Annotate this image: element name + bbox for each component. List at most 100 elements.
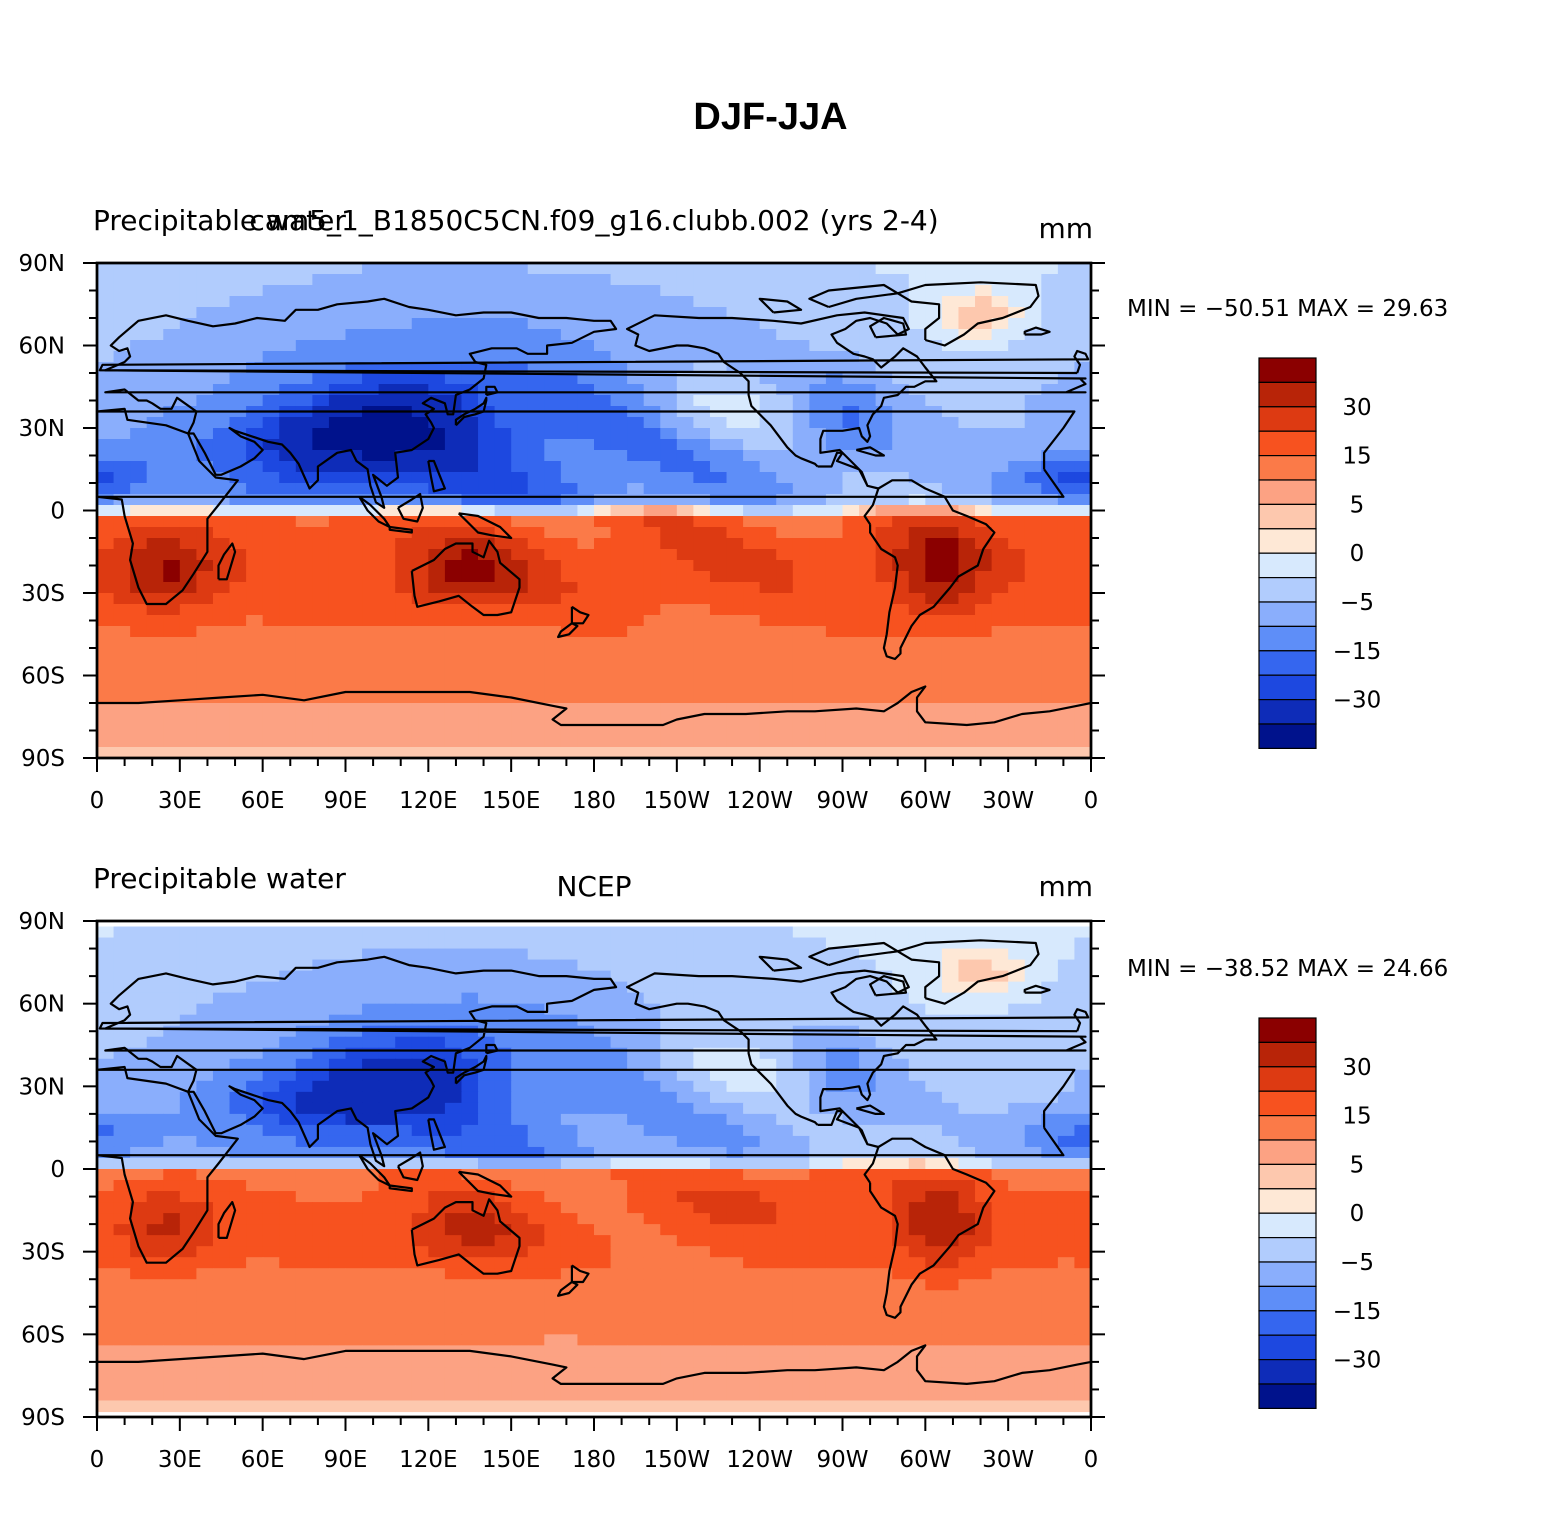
field-cell	[892, 516, 910, 528]
field-cell	[925, 626, 943, 638]
field-cell	[544, 1146, 562, 1159]
field-cell	[676, 1290, 694, 1302]
field-cell	[709, 439, 728, 451]
field-cell	[279, 571, 297, 583]
field-cell	[328, 373, 347, 385]
field-cell	[991, 1224, 1009, 1236]
field-cell	[444, 681, 463, 693]
field-cell	[494, 725, 512, 737]
field-cell	[411, 736, 429, 748]
field-cell	[444, 959, 463, 972]
field-cell	[892, 1080, 910, 1093]
field-cell	[610, 1191, 628, 1203]
field-cell	[594, 340, 612, 352]
field-cell	[759, 516, 777, 528]
field-cell	[825, 736, 844, 748]
field-cell	[975, 703, 993, 715]
field-cell	[295, 725, 313, 737]
field-cell	[676, 615, 694, 627]
field-cell	[262, 1036, 280, 1049]
field-cell	[925, 274, 943, 286]
field-cell	[411, 1047, 429, 1060]
field-cell	[1074, 637, 1092, 649]
field-cell	[975, 1301, 993, 1313]
field-cell	[146, 538, 164, 550]
field-cell	[395, 1036, 413, 1049]
field-cell	[743, 1202, 761, 1214]
field-cell	[892, 736, 910, 748]
field-cell	[825, 1036, 844, 1049]
field-cell	[395, 1047, 413, 1060]
field-cell	[577, 1202, 595, 1214]
field-cell	[312, 318, 330, 330]
field-cell	[229, 1135, 247, 1148]
field-cell	[643, 395, 661, 407]
field-cell	[726, 1180, 744, 1192]
field-cell	[196, 615, 214, 627]
field-cell	[478, 1146, 496, 1159]
field-cell	[262, 1124, 280, 1137]
field-cell	[196, 593, 214, 605]
field-cell	[262, 604, 280, 616]
field-cell	[295, 1224, 313, 1236]
field-cell	[527, 1058, 545, 1071]
field-cell	[113, 1025, 131, 1038]
field-cell	[825, 648, 844, 660]
field-cell	[97, 1124, 115, 1137]
field-cell	[1041, 318, 1059, 330]
field-cell	[328, 637, 347, 649]
field-cell	[246, 483, 264, 495]
field-cell	[594, 318, 612, 330]
field-cell	[577, 351, 595, 363]
field-cell	[875, 505, 893, 517]
field-cell	[892, 549, 910, 561]
field-cell	[726, 1312, 744, 1324]
field-cell	[859, 571, 877, 583]
field-cell	[709, 1202, 728, 1214]
field-cell	[809, 483, 827, 495]
field-cell	[825, 549, 844, 561]
field-cell	[958, 1091, 976, 1104]
field-cell	[709, 659, 728, 671]
field-cell	[958, 1301, 976, 1313]
field-cell	[610, 285, 628, 297]
field-cell	[660, 362, 678, 374]
field-cell	[378, 1169, 396, 1181]
field-cell	[594, 549, 612, 561]
field-cell	[792, 615, 810, 627]
field-cell	[809, 714, 827, 726]
field-cell	[743, 725, 761, 737]
field-cell	[212, 1047, 231, 1060]
field-cell	[759, 1301, 777, 1313]
field-cell	[594, 285, 612, 297]
field-cell	[776, 626, 794, 638]
field-cell	[229, 1058, 247, 1071]
field-cell	[1008, 351, 1026, 363]
field-cell	[428, 296, 446, 308]
colorbar-swatch	[1258, 601, 1317, 627]
field-cell	[660, 307, 678, 319]
field-cell	[196, 1069, 214, 1082]
field-cell	[362, 593, 380, 605]
field-cell	[676, 1235, 694, 1247]
field-cell	[163, 670, 181, 682]
field-cell	[594, 307, 612, 319]
field-cell	[378, 648, 396, 660]
field-cell	[1008, 992, 1026, 1005]
field-cell	[362, 1069, 380, 1082]
field-cell	[328, 505, 347, 517]
field-cell	[726, 538, 744, 550]
field-cell	[809, 494, 827, 506]
field-cell	[842, 1257, 860, 1269]
field-cell	[544, 1257, 562, 1269]
field-cell	[892, 1235, 910, 1247]
field-cell	[494, 384, 512, 396]
field-cell	[1057, 1268, 1076, 1280]
field-cell	[991, 417, 1009, 429]
field-cell	[478, 428, 496, 440]
field-cell	[842, 1246, 860, 1258]
field-cell	[328, 274, 347, 286]
field-cell	[494, 340, 512, 352]
field-cell	[378, 703, 396, 715]
field-cell	[196, 307, 214, 319]
